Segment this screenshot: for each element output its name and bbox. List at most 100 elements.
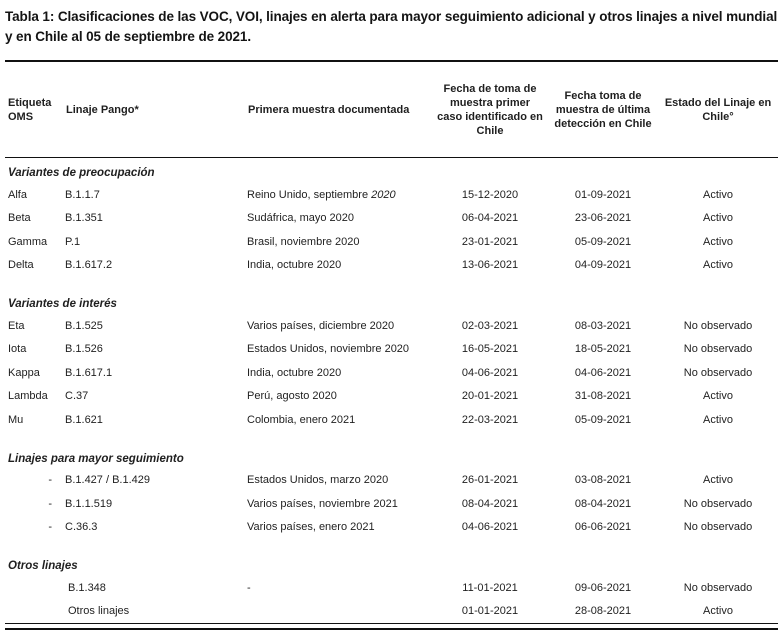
last-detection-date: 04-06-2021 [574, 366, 632, 379]
last-detection-date-cell: 08-03-2021 [547, 320, 659, 332]
first-sample-cell: - [245, 582, 433, 594]
pango-lineage: Otros linajes [68, 605, 130, 618]
first-sample-text: Sudáfrica, mayo 2020 [247, 212, 355, 225]
status-cell: Activo [659, 390, 777, 402]
who-label-cell: Iota [5, 343, 63, 355]
table-header-row: Etiqueta OMS Linaje Pango* Primera muest… [5, 62, 778, 158]
who-label-cell: Delta [5, 259, 63, 271]
first-case-date-cell: 01-01-2021 [433, 605, 547, 617]
status-value: No observado [683, 319, 753, 332]
first-case-date-cell: 08-04-2021 [433, 498, 547, 510]
last-detection-date: 03-08-2021 [574, 474, 632, 487]
table-row: Beta B.1.351 Sudáfrica, mayo 2020 06-04-202… [5, 207, 778, 231]
first-sample-cell: Perú, agosto 2020 [245, 390, 433, 402]
status-cell: No observado [659, 367, 777, 379]
last-detection-date: 08-04-2021 [574, 497, 632, 510]
variant-lineage-table: Etiqueta OMS Linaje Pango* Primera muest… [5, 60, 778, 630]
pango-lineage-cell: B.1.617.1 [63, 367, 245, 379]
status-value: Activo [703, 235, 733, 248]
first-case-date: 02-03-2021 [461, 319, 519, 332]
dash-bullet [52, 390, 61, 402]
table-row: - B.1.427 / B.1.429 Estados Unidos, marzo … [5, 469, 778, 493]
who-label-cell: - [5, 498, 63, 510]
pango-lineage: B.1.621 [65, 413, 103, 426]
status-cell: Activo [659, 236, 777, 248]
table-caption: Tabla 1: Clasificaciones de las VOC, VOI… [5, 9, 778, 44]
first-sample-text: Varios países, diciembre 2020 [247, 319, 395, 332]
who-label: Lambda [8, 390, 48, 403]
first-case-date: 15-12-2020 [461, 188, 519, 201]
first-case-date: 01-01-2021 [461, 605, 519, 618]
pango-lineage-cell: B.1.1.519 [63, 498, 245, 510]
column-header-etiqueta-oms: Etiqueta OMS [8, 96, 52, 123]
pango-lineage: P.1 [65, 235, 81, 248]
status-cell: Activo [659, 474, 777, 486]
status-value: No observado [683, 497, 753, 510]
first-sample-text: Colombia, enero 2021 [247, 413, 356, 426]
first-sample-year-italic: 2020 [371, 188, 396, 201]
table-body: Variantes de preocupación Alfa B.1.1.7 Rein… [5, 164, 778, 623]
last-detection-date-cell: 01-09-2021 [547, 189, 659, 201]
first-case-date-cell: 13-06-2021 [433, 259, 547, 271]
first-case-date: 20-01-2021 [461, 390, 519, 403]
first-case-date: 22-03-2021 [461, 413, 519, 426]
status-value: Activo [703, 605, 733, 618]
who-label: Kappa [8, 366, 40, 379]
status-value: Activo [703, 474, 733, 487]
first-sample-cell: Brasil, noviembre 2020 [245, 236, 433, 248]
first-sample-cell: Colombia, enero 2021 [245, 414, 433, 426]
who-label-cell: Beta [5, 212, 63, 224]
first-sample-text: Varios países, enero 2021 [247, 521, 375, 534]
pango-lineage-cell: B.1.617.2 [63, 259, 245, 271]
table-row: Alfa B.1.1.7 Reino Unido, septiembre 2020 1… [5, 183, 778, 207]
first-case-date: 11-01-2021 [462, 581, 518, 594]
column-header-fecha-primer-caso: Fecha de toma de muestra primer caso ide… [437, 82, 543, 137]
last-detection-date: 06-06-2021 [574, 521, 632, 534]
first-sample-text: Varios países, noviembre 2021 [247, 497, 398, 510]
dash-bullet [52, 367, 61, 379]
first-sample-text: - [247, 581, 251, 594]
who-label-cell: Lambda [5, 390, 63, 402]
pango-lineage: B.1.525 [65, 319, 103, 332]
status-value: No observado [683, 366, 753, 379]
status-value: No observado [683, 343, 753, 356]
first-case-date: 04-06-2021 [461, 366, 519, 379]
last-detection-date: 04-09-2021 [574, 259, 632, 272]
first-case-date-cell: 06-04-2021 [433, 212, 547, 224]
pango-lineage-cell: B.1.1.7 [63, 189, 245, 201]
table-row: Otros linajes 01-01-2021 28-08-2021 Activo [5, 600, 778, 624]
first-case-date-cell: 04-06-2021 [433, 521, 547, 533]
first-sample-text: Perú, agosto 2020 [247, 390, 337, 403]
pango-lineage: C.37 [65, 390, 89, 403]
table-row: Lambda C.37 Perú, agosto 2020 20-01-2021 31-… [5, 385, 778, 409]
first-sample-cell: Sudáfrica, mayo 2020 [245, 212, 433, 224]
pango-lineage-cell: C.37 [63, 390, 245, 402]
section-title: Otros linajes [8, 560, 78, 572]
last-detection-date: 18-05-2021 [574, 343, 632, 356]
first-sample-cell: Reino Unido, septiembre 2020 [245, 189, 433, 201]
status-cell: Activo [659, 212, 777, 224]
status-value: No observado [683, 581, 753, 594]
pango-lineage-cell: B.1.351 [63, 212, 245, 224]
who-label: Delta [8, 259, 34, 272]
table-row: Kappa B.1.617.1 India, octubre 2020 04-06-2… [5, 361, 778, 385]
last-detection-date-cell: 04-09-2021 [547, 259, 659, 271]
pango-lineage-cell: Otros linajes [63, 605, 245, 617]
pango-lineage: C.36.3 [65, 521, 98, 534]
dash-bullet: - [48, 521, 52, 534]
dash-bullet [52, 414, 61, 426]
first-sample-text: Estados Unidos, noviembre 2020 [247, 343, 410, 356]
column-header-linaje-pango: Linaje Pango* [66, 103, 139, 116]
column-header-estado-linaje: Estado del Linaje en Chile° [664, 96, 772, 123]
last-detection-date-cell: 08-04-2021 [547, 498, 659, 510]
first-sample-cell: Estados Unidos, marzo 2020 [245, 474, 433, 486]
who-label: Beta [8, 212, 31, 225]
first-case-date: 04-06-2021 [461, 521, 519, 534]
status-cell: No observado [659, 582, 777, 594]
last-detection-date-cell: 09-06-2021 [547, 582, 659, 594]
dash-bullet [52, 212, 61, 224]
last-detection-date-cell: 06-06-2021 [547, 521, 659, 533]
first-case-date-cell: 26-01-2021 [433, 474, 547, 486]
last-detection-date: 08-03-2021 [574, 319, 632, 332]
